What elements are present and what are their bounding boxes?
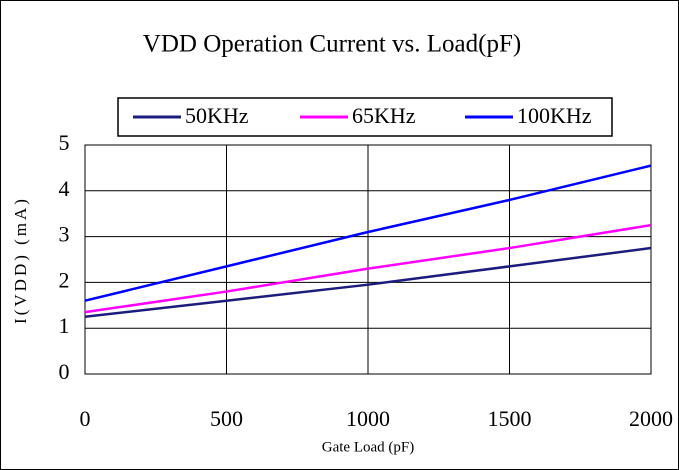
series-line bbox=[84, 223, 652, 314]
series-line bbox=[84, 164, 652, 302]
y-tick-label: 5 bbox=[59, 130, 70, 155]
x-axis-label: Gate Load (pF) bbox=[322, 439, 414, 455]
x-tick-label: 2000 bbox=[629, 406, 673, 431]
legend-label: 65KHz bbox=[352, 103, 416, 128]
y-tick-label: 1 bbox=[59, 313, 70, 338]
legend-label: 100KHz bbox=[517, 103, 592, 128]
y-tick-label: 4 bbox=[59, 176, 70, 201]
x-tick-label: 500 bbox=[210, 406, 243, 431]
legend-box bbox=[117, 97, 613, 137]
x-tick-label: 0 bbox=[80, 406, 91, 431]
y-tick-label: 2 bbox=[59, 267, 70, 292]
legend-label: 50KHz bbox=[185, 103, 249, 128]
y-tick-label: 3 bbox=[59, 222, 70, 247]
y-tick-label: 0 bbox=[59, 359, 70, 384]
x-tick-label: 1000 bbox=[346, 406, 390, 431]
series-line bbox=[84, 246, 652, 318]
y-axis-label: I(VDD) (mA) bbox=[11, 196, 30, 324]
chart-title: VDD Operation Current vs. Load(pF) bbox=[143, 31, 521, 58]
x-tick-label: 1500 bbox=[488, 406, 532, 431]
